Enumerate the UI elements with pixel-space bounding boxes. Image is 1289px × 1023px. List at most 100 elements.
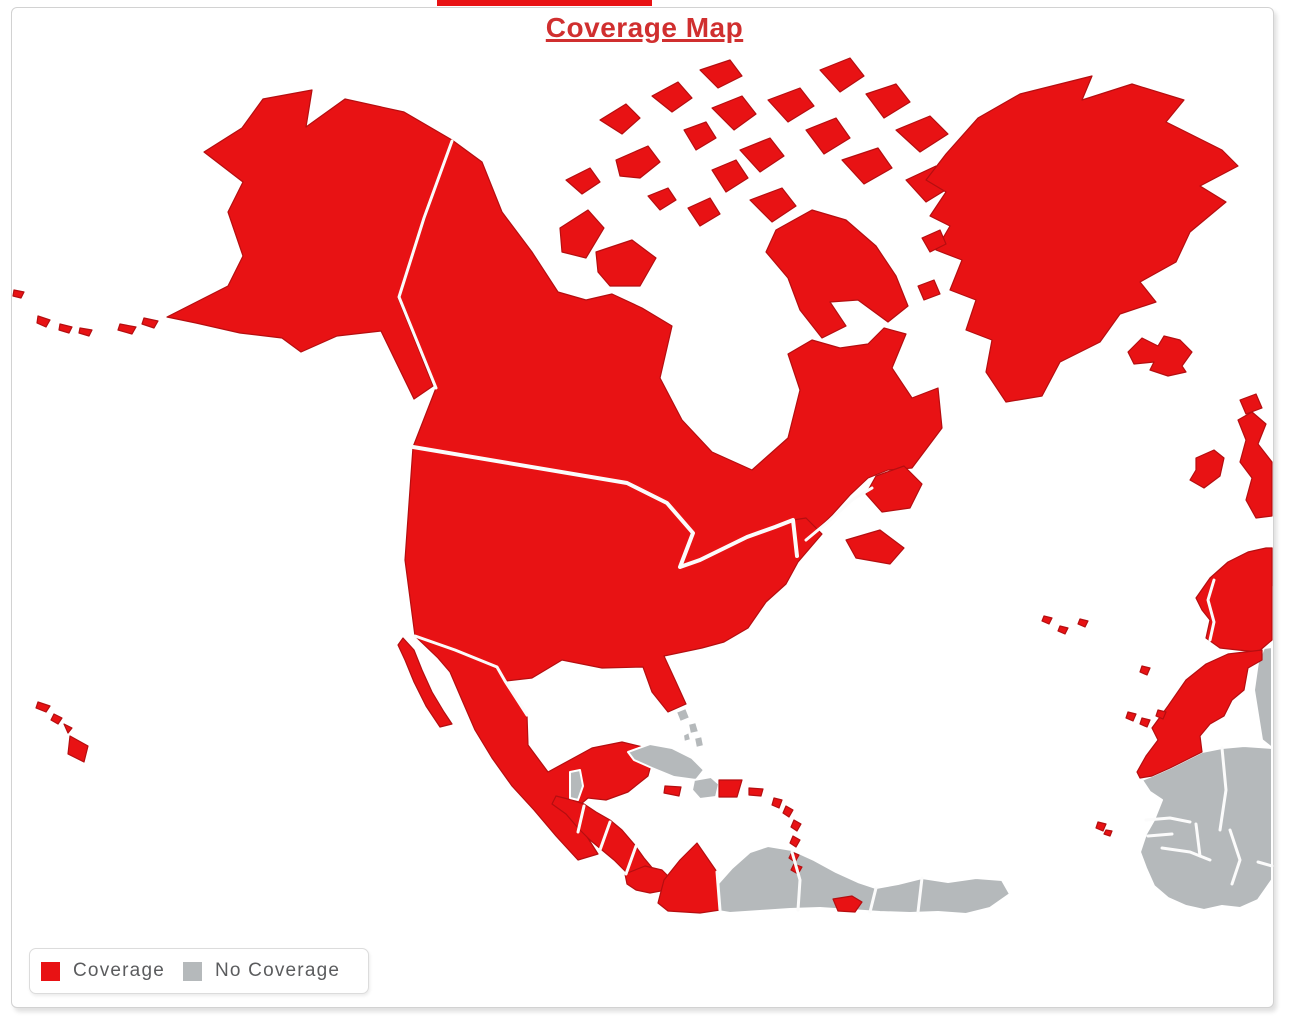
region-cuba[interactable] bbox=[627, 743, 705, 781]
region-lesser-antilles[interactable] bbox=[789, 835, 801, 848]
border-suriname-brazil bbox=[916, 876, 924, 914]
region-bahamas[interactable] bbox=[682, 731, 692, 743]
region-united-kingdom-islet[interactable] bbox=[1239, 393, 1263, 415]
region-arctic-island[interactable] bbox=[599, 103, 641, 135]
region-aleutian-islands[interactable] bbox=[12, 289, 25, 299]
region-arctic-island[interactable] bbox=[749, 187, 797, 223]
border-usa-canada bbox=[411, 445, 799, 569]
region-colombia[interactable] bbox=[657, 842, 721, 914]
region-arctic-island[interactable] bbox=[767, 87, 815, 123]
region-south-america[interactable] bbox=[699, 845, 1011, 915]
region-greenland[interactable] bbox=[925, 75, 1239, 403]
border-guinea bbox=[1160, 846, 1212, 862]
region-hawaii[interactable] bbox=[50, 713, 63, 725]
region-belize[interactable] bbox=[569, 769, 584, 801]
border-colombia-venezuela bbox=[715, 870, 722, 912]
region-greenland-islet[interactable] bbox=[917, 279, 941, 301]
region-west-africa[interactable] bbox=[1139, 745, 1273, 911]
border-mauritania-mali bbox=[1218, 746, 1228, 832]
region-nova-scotia[interactable] bbox=[845, 529, 905, 565]
region-arctic-island[interactable] bbox=[559, 209, 605, 259]
north-america-group bbox=[166, 89, 943, 894]
region-baja-california[interactable] bbox=[397, 637, 453, 728]
page-title: Coverage Map bbox=[545, 12, 744, 43]
region-hawaii[interactable] bbox=[63, 723, 73, 734]
region-canary-islands[interactable] bbox=[1139, 717, 1151, 728]
region-arctic-island[interactable] bbox=[595, 239, 657, 287]
region-arctic-island[interactable] bbox=[711, 159, 749, 193]
border-mali-west bbox=[1194, 822, 1202, 858]
region-azores[interactable] bbox=[1041, 615, 1053, 625]
region-united-kingdom[interactable] bbox=[1237, 411, 1273, 519]
europe-africa-group bbox=[1041, 393, 1273, 837]
region-hawaii[interactable] bbox=[67, 735, 89, 763]
region-arctic-island[interactable] bbox=[647, 187, 677, 211]
region-aleutian-islands[interactable] bbox=[58, 323, 73, 334]
north-atlantic-group bbox=[845, 75, 1239, 565]
region-bahamas[interactable] bbox=[675, 707, 691, 723]
region-aleutian-islands[interactable] bbox=[36, 315, 51, 328]
region-newfoundland[interactable] bbox=[865, 465, 923, 513]
region-lesser-antilles[interactable] bbox=[771, 797, 783, 809]
region-arctic-island[interactable] bbox=[819, 57, 865, 93]
region-haiti[interactable] bbox=[691, 776, 720, 800]
border-honduras-nicaragua bbox=[598, 820, 612, 852]
region-arctic-island[interactable] bbox=[699, 59, 743, 89]
region-jamaica[interactable] bbox=[663, 785, 682, 797]
region-dominican-republic[interactable] bbox=[718, 779, 743, 798]
region-arctic-island[interactable] bbox=[805, 117, 851, 155]
region-madeira[interactable] bbox=[1139, 665, 1151, 676]
region-cape-verde[interactable] bbox=[1095, 821, 1107, 832]
border-lines-group bbox=[397, 139, 1274, 914]
legend-label-no-coverage: No Coverage bbox=[214, 960, 341, 981]
region-cape-verde[interactable] bbox=[1103, 829, 1113, 837]
region-arctic-island[interactable] bbox=[895, 115, 949, 153]
border-portugal-spain bbox=[1206, 578, 1216, 642]
region-canary-islands[interactable] bbox=[1155, 709, 1167, 720]
region-morocco-western-sahara[interactable] bbox=[1136, 649, 1263, 779]
legend-item-coverage[interactable]: Coverage bbox=[41, 960, 165, 982]
region-lesser-antilles[interactable] bbox=[782, 805, 794, 818]
region-arctic-island[interactable] bbox=[865, 83, 911, 119]
region-arctic-island[interactable] bbox=[841, 147, 893, 185]
region-bahamas[interactable] bbox=[687, 721, 700, 735]
region-arctic-island[interactable] bbox=[687, 197, 721, 227]
region-mexico[interactable] bbox=[414, 635, 656, 861]
region-bahamas[interactable] bbox=[693, 735, 705, 749]
border-nicaragua-costa-rica bbox=[624, 844, 638, 876]
region-lesser-antilles[interactable] bbox=[790, 819, 802, 832]
region-arctic-island[interactable] bbox=[615, 145, 661, 179]
border-ghana bbox=[1256, 860, 1274, 868]
region-arctic-island[interactable] bbox=[765, 209, 909, 339]
region-arctic-island[interactable] bbox=[739, 137, 785, 173]
region-arctic-island[interactable] bbox=[565, 167, 601, 195]
legend: Coverage No Coverage bbox=[29, 948, 370, 994]
region-aleutian-islands[interactable] bbox=[117, 323, 137, 335]
region-trinidad-and-tobago[interactable] bbox=[832, 895, 863, 913]
region-arctic-island[interactable] bbox=[651, 81, 693, 113]
region-iceland[interactable] bbox=[1127, 335, 1193, 377]
border-guatemala-honduras bbox=[576, 804, 586, 834]
region-iberia[interactable] bbox=[1195, 547, 1273, 653]
border-senegal-south bbox=[1146, 832, 1174, 838]
region-arctic-island[interactable] bbox=[711, 95, 757, 131]
legend-item-no-coverage[interactable]: No Coverage bbox=[182, 960, 341, 982]
region-azores[interactable] bbox=[1077, 618, 1089, 628]
no-coverage-swatch-icon bbox=[182, 961, 202, 981]
region-aleutian-islands[interactable] bbox=[78, 327, 93, 337]
region-canary-islands[interactable] bbox=[1125, 711, 1137, 722]
region-alaska[interactable] bbox=[166, 89, 453, 400]
region-arctic-island[interactable] bbox=[683, 121, 717, 151]
border-usa-mexico bbox=[413, 634, 529, 717]
region-azores[interactable] bbox=[1057, 625, 1069, 635]
coverage-swatch-icon bbox=[41, 961, 60, 981]
region-greenland-islet[interactable] bbox=[921, 229, 947, 253]
region-puerto-rico[interactable] bbox=[748, 787, 764, 797]
region-aleutian-islands[interactable] bbox=[141, 317, 159, 329]
region-ireland[interactable] bbox=[1189, 449, 1225, 489]
no-coverage-group bbox=[569, 646, 1273, 915]
border-senegal bbox=[1144, 816, 1192, 824]
border-alaska-canada bbox=[397, 139, 454, 390]
region-hawaii[interactable] bbox=[35, 701, 51, 713]
